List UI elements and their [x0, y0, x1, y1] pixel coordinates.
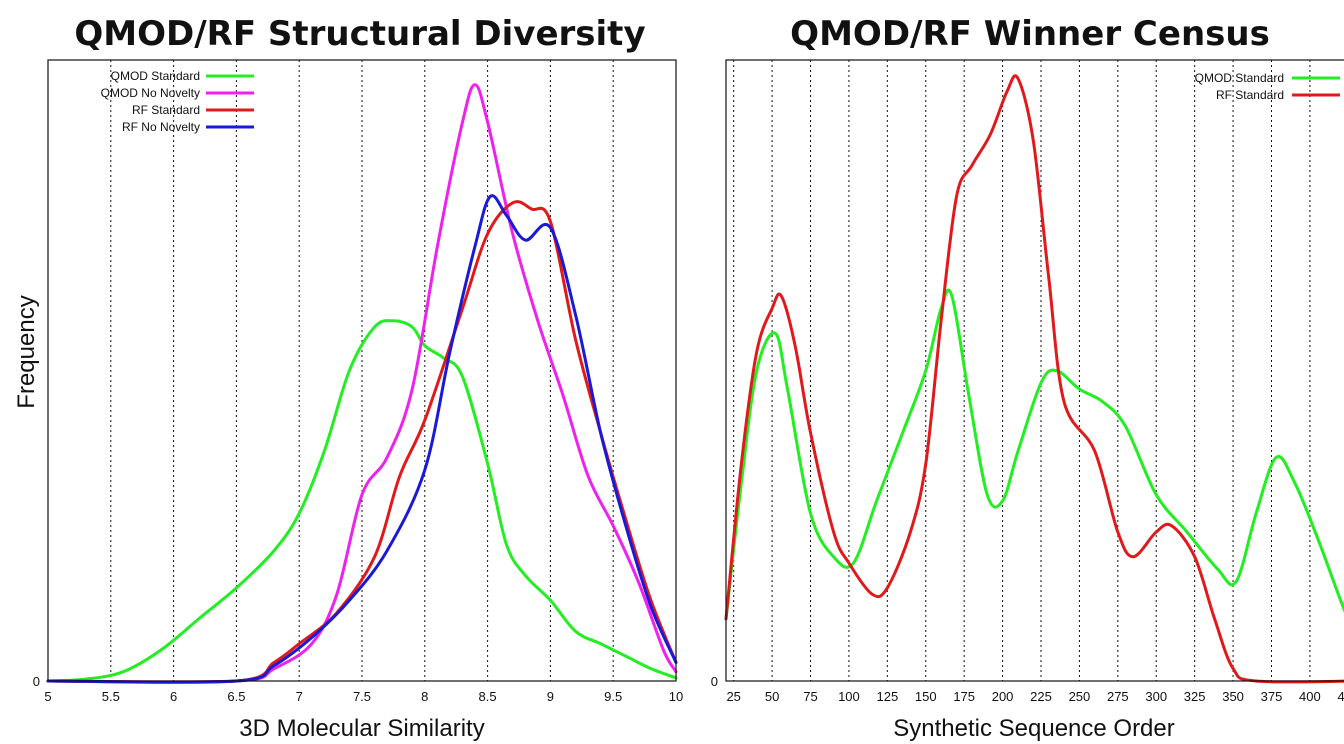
x-tick-150: 150: [915, 689, 937, 704]
legend-label-qmod-no-novelty: QMOD No Novelty: [101, 86, 200, 100]
series-line-qmod-no-novelty: [46, 83, 678, 684]
x-tick-5: 5: [44, 689, 51, 704]
legend: QMOD Standard QMOD No Novelty RF Standard R…: [101, 69, 254, 134]
x-tick-8: 8: [421, 689, 428, 704]
chart-title: QMOD/RF Structural Diversity: [74, 14, 645, 54]
legend-label-rf-standard: RF Standard: [1216, 88, 1284, 102]
chart-winner-census: QMOD/RF Winner Census 25 50 75 100 125 150 175…: [711, 14, 1344, 742]
x-tick-5-5: 5.5: [102, 689, 120, 704]
x-tick-250: 250: [1069, 689, 1091, 704]
x-tick-350: 350: [1222, 689, 1244, 704]
x-tick-175: 175: [953, 689, 975, 704]
y-tick-0: 0: [711, 674, 718, 689]
x-tick-7-5: 7.5: [353, 689, 371, 704]
legend-label-rf-no-novelty: RF No Novelty: [122, 120, 200, 134]
x-tick-100: 100: [838, 689, 860, 704]
x-tick-8-5: 8.5: [479, 689, 497, 704]
y-tick-0: 0: [33, 674, 40, 689]
x-tick-6-5: 6.5: [227, 689, 245, 704]
x-tick-10: 10: [669, 689, 683, 704]
y-tick-labels: 0: [711, 674, 718, 689]
series-line-rf-no-novelty: [46, 194, 678, 684]
plot-frame: [47, 59, 677, 682]
x-tick-50: 50: [765, 689, 779, 704]
x-tick-275: 275: [1107, 689, 1129, 704]
x-tick-200: 200: [992, 689, 1014, 704]
x-tick-labels: 5 5.5 6 6.5 7 7.5 8 8.5 9 9.5 10: [44, 689, 683, 704]
x-tick-300: 300: [1145, 689, 1167, 704]
legend-label-qmod-standard: QMOD Standard: [111, 69, 200, 83]
series-line-qmod-standard: [46, 319, 678, 683]
x-tick-125: 125: [876, 689, 898, 704]
x-tick-labels: 25 50 75 100 125 150 175 200 225 250 275 300 325 350 3…: [726, 689, 1344, 704]
legend-label-qmod-standard: QMOD Standard: [1195, 71, 1284, 85]
x-axis-label: 3D Molecular Similarity: [239, 715, 484, 742]
x-tick-225: 225: [1030, 689, 1052, 704]
series-layer: [46, 83, 678, 684]
x-tick-9: 9: [547, 689, 554, 704]
plot-frame: [725, 59, 1344, 682]
x-tick-325: 325: [1184, 689, 1206, 704]
y-tick-labels: 0: [33, 674, 40, 689]
legend-label-rf-standard: RF Standard: [132, 103, 200, 117]
x-tick-9-5: 9.5: [604, 689, 622, 704]
x-tick-75: 75: [803, 689, 817, 704]
grid-layer: [110, 60, 614, 681]
series-line-qmod-standard: [724, 288, 1344, 621]
x-tick-425: 425: [1337, 689, 1344, 704]
x-axis-label: Synthetic Sequence Order: [893, 715, 1175, 742]
x-tick-375: 375: [1261, 689, 1283, 704]
x-tick-25: 25: [726, 689, 740, 704]
grid-layer: [733, 60, 1311, 681]
chart-title: QMOD/RF Winner Census: [790, 14, 1270, 54]
x-tick-7: 7: [296, 689, 303, 704]
x-tick-400: 400: [1299, 689, 1321, 704]
legend: QMOD Standard RF Standard: [1195, 71, 1340, 102]
chart-structural-diversity: QMOD/RF Structural Diversity 5 5.5 6 6.5 7 7.…: [13, 14, 683, 742]
series-line-rf-standard: [724, 74, 1344, 684]
x-tick-6: 6: [170, 689, 177, 704]
series-layer: [724, 74, 1344, 684]
y-axis-label: Frequency: [13, 295, 40, 408]
